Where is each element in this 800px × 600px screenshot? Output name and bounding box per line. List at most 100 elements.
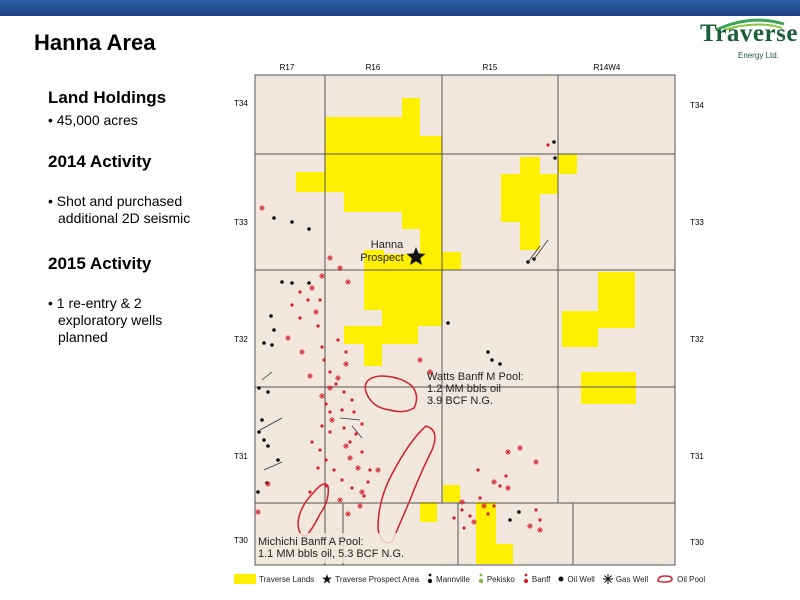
- gas-well-marker: [307, 373, 313, 379]
- wellbore-trace: [351, 425, 363, 439]
- gas-well-icon: [602, 574, 613, 584]
- activity-2014-bullet: • Shot and purchased additional 2D seism…: [48, 193, 191, 226]
- watts-pool-line3: 3.9 BCF N.G.: [427, 395, 493, 407]
- oil-well-marker: [552, 140, 556, 144]
- gas-well-marker: [309, 285, 315, 291]
- banff-well-marker: [298, 290, 302, 294]
- banff-well-marker: [492, 504, 496, 508]
- banff-well-marker: [368, 468, 372, 472]
- land-holdings-bullet: • 45,000 acres: [48, 112, 138, 128]
- banff-well-marker: [340, 478, 344, 482]
- oil-well-marker: [486, 350, 490, 354]
- banff-well-marker: [348, 440, 352, 444]
- oil-pool-icon: [657, 575, 673, 583]
- land-parcel: [496, 544, 513, 564]
- land-parcel: [296, 172, 325, 192]
- land-parcel: [420, 136, 442, 154]
- land-holdings-heading: Land Holdings: [48, 88, 167, 107]
- wellbore-trace: [261, 371, 273, 381]
- banff-well-marker: [360, 450, 364, 454]
- banff-well-marker: [320, 345, 324, 349]
- star-icon: [322, 574, 333, 584]
- land-parcel: [364, 326, 418, 344]
- land-parcel: [442, 252, 461, 270]
- banff-well-marker: [332, 468, 336, 472]
- land-parcel: [364, 250, 384, 270]
- gas-well-marker: [313, 309, 319, 315]
- wellbore-trace: [339, 417, 361, 421]
- banff-well-marker: [320, 424, 324, 428]
- gas-well-marker: [471, 519, 477, 525]
- oil-well-marker: [307, 281, 311, 285]
- gas-well-marker: [417, 357, 423, 363]
- gas-well-marker: [329, 417, 335, 423]
- land-parcel: [391, 170, 442, 194]
- land-parcel: [325, 154, 442, 170]
- prospect-star-icon: [406, 247, 426, 265]
- banff-well-marker: [352, 410, 356, 414]
- page-title: Hanna Area: [34, 30, 156, 55]
- gas-well-marker: [505, 485, 511, 491]
- oil-well-marker: [508, 518, 512, 522]
- oil-well-marker: [266, 444, 270, 448]
- banff-well-marker: [328, 370, 332, 374]
- wellbore-trace: [533, 239, 549, 260]
- oil-well-marker: [490, 358, 494, 362]
- oil-well-marker: [498, 362, 502, 366]
- banff-well-marker: [324, 458, 328, 462]
- wellbore-trace: [263, 461, 283, 471]
- land-parcel: [562, 311, 598, 347]
- oil-well-marker: [446, 321, 450, 325]
- township-left-t34: T34: [234, 99, 248, 108]
- banff-well-marker: [360, 422, 364, 426]
- watts-pool-line2: 1.2 MM bbls oil: [427, 383, 501, 395]
- banff-well-marker: [344, 350, 348, 354]
- gas-well-marker: [343, 361, 349, 367]
- gas-well-marker: [459, 499, 465, 505]
- oil-well-marker: [272, 216, 276, 220]
- land-parcel: [402, 98, 420, 154]
- township-right-t33: T33: [690, 218, 704, 227]
- michichi-pool-line2: 1.1 MM bbls oil, 5.3 BCF N.G.: [258, 548, 404, 560]
- logo-swoosh-icon: [715, 18, 785, 32]
- oil-well-marker: [307, 227, 311, 231]
- land-parcel: [598, 272, 635, 328]
- land-parcel: [382, 290, 420, 326]
- gas-well-marker: [375, 467, 381, 473]
- gas-well-marker: [359, 489, 365, 495]
- banff-well-marker: [486, 512, 490, 516]
- banff-well-marker: [362, 494, 366, 498]
- gas-well-marker: [327, 255, 333, 261]
- oil-well-marker: [262, 341, 266, 345]
- gas-well-marker: [357, 503, 363, 509]
- map-border: [254, 74, 676, 566]
- gas-well-marker: [285, 335, 291, 341]
- township-right-t34: T34: [690, 101, 704, 110]
- land-parcel: [391, 194, 442, 212]
- gas-well-marker: [347, 455, 353, 461]
- banff-well-marker: [328, 430, 332, 434]
- banff-well-marker: [478, 496, 482, 500]
- land-parcel: [384, 254, 420, 270]
- land-parcel: [364, 344, 382, 366]
- gas-well-marker: [527, 523, 533, 529]
- legend-pekisko: Pekisko: [478, 573, 515, 585]
- land-parcel: [420, 270, 442, 326]
- legend-prospect-area: Traverse Prospect Area: [322, 574, 419, 584]
- oil-well-icon: [558, 576, 564, 582]
- township-right-t31: T31: [690, 452, 704, 461]
- gas-well-marker: [517, 445, 523, 451]
- banff-well-marker: [538, 518, 542, 522]
- banff-well-marker: [534, 508, 538, 512]
- banff-well-marker: [462, 526, 466, 530]
- wellbore-trace: [259, 417, 283, 431]
- banff-well-marker: [316, 466, 320, 470]
- banff-well-marker: [350, 486, 354, 490]
- gas-well-marker: [299, 349, 305, 355]
- banff-well-marker: [546, 143, 550, 147]
- gas-well-marker: [259, 205, 265, 211]
- land-parcel: [558, 154, 577, 174]
- banff-well-marker: [340, 408, 344, 412]
- banff-well-marker: [350, 398, 354, 402]
- banff-well-marker: [476, 468, 480, 472]
